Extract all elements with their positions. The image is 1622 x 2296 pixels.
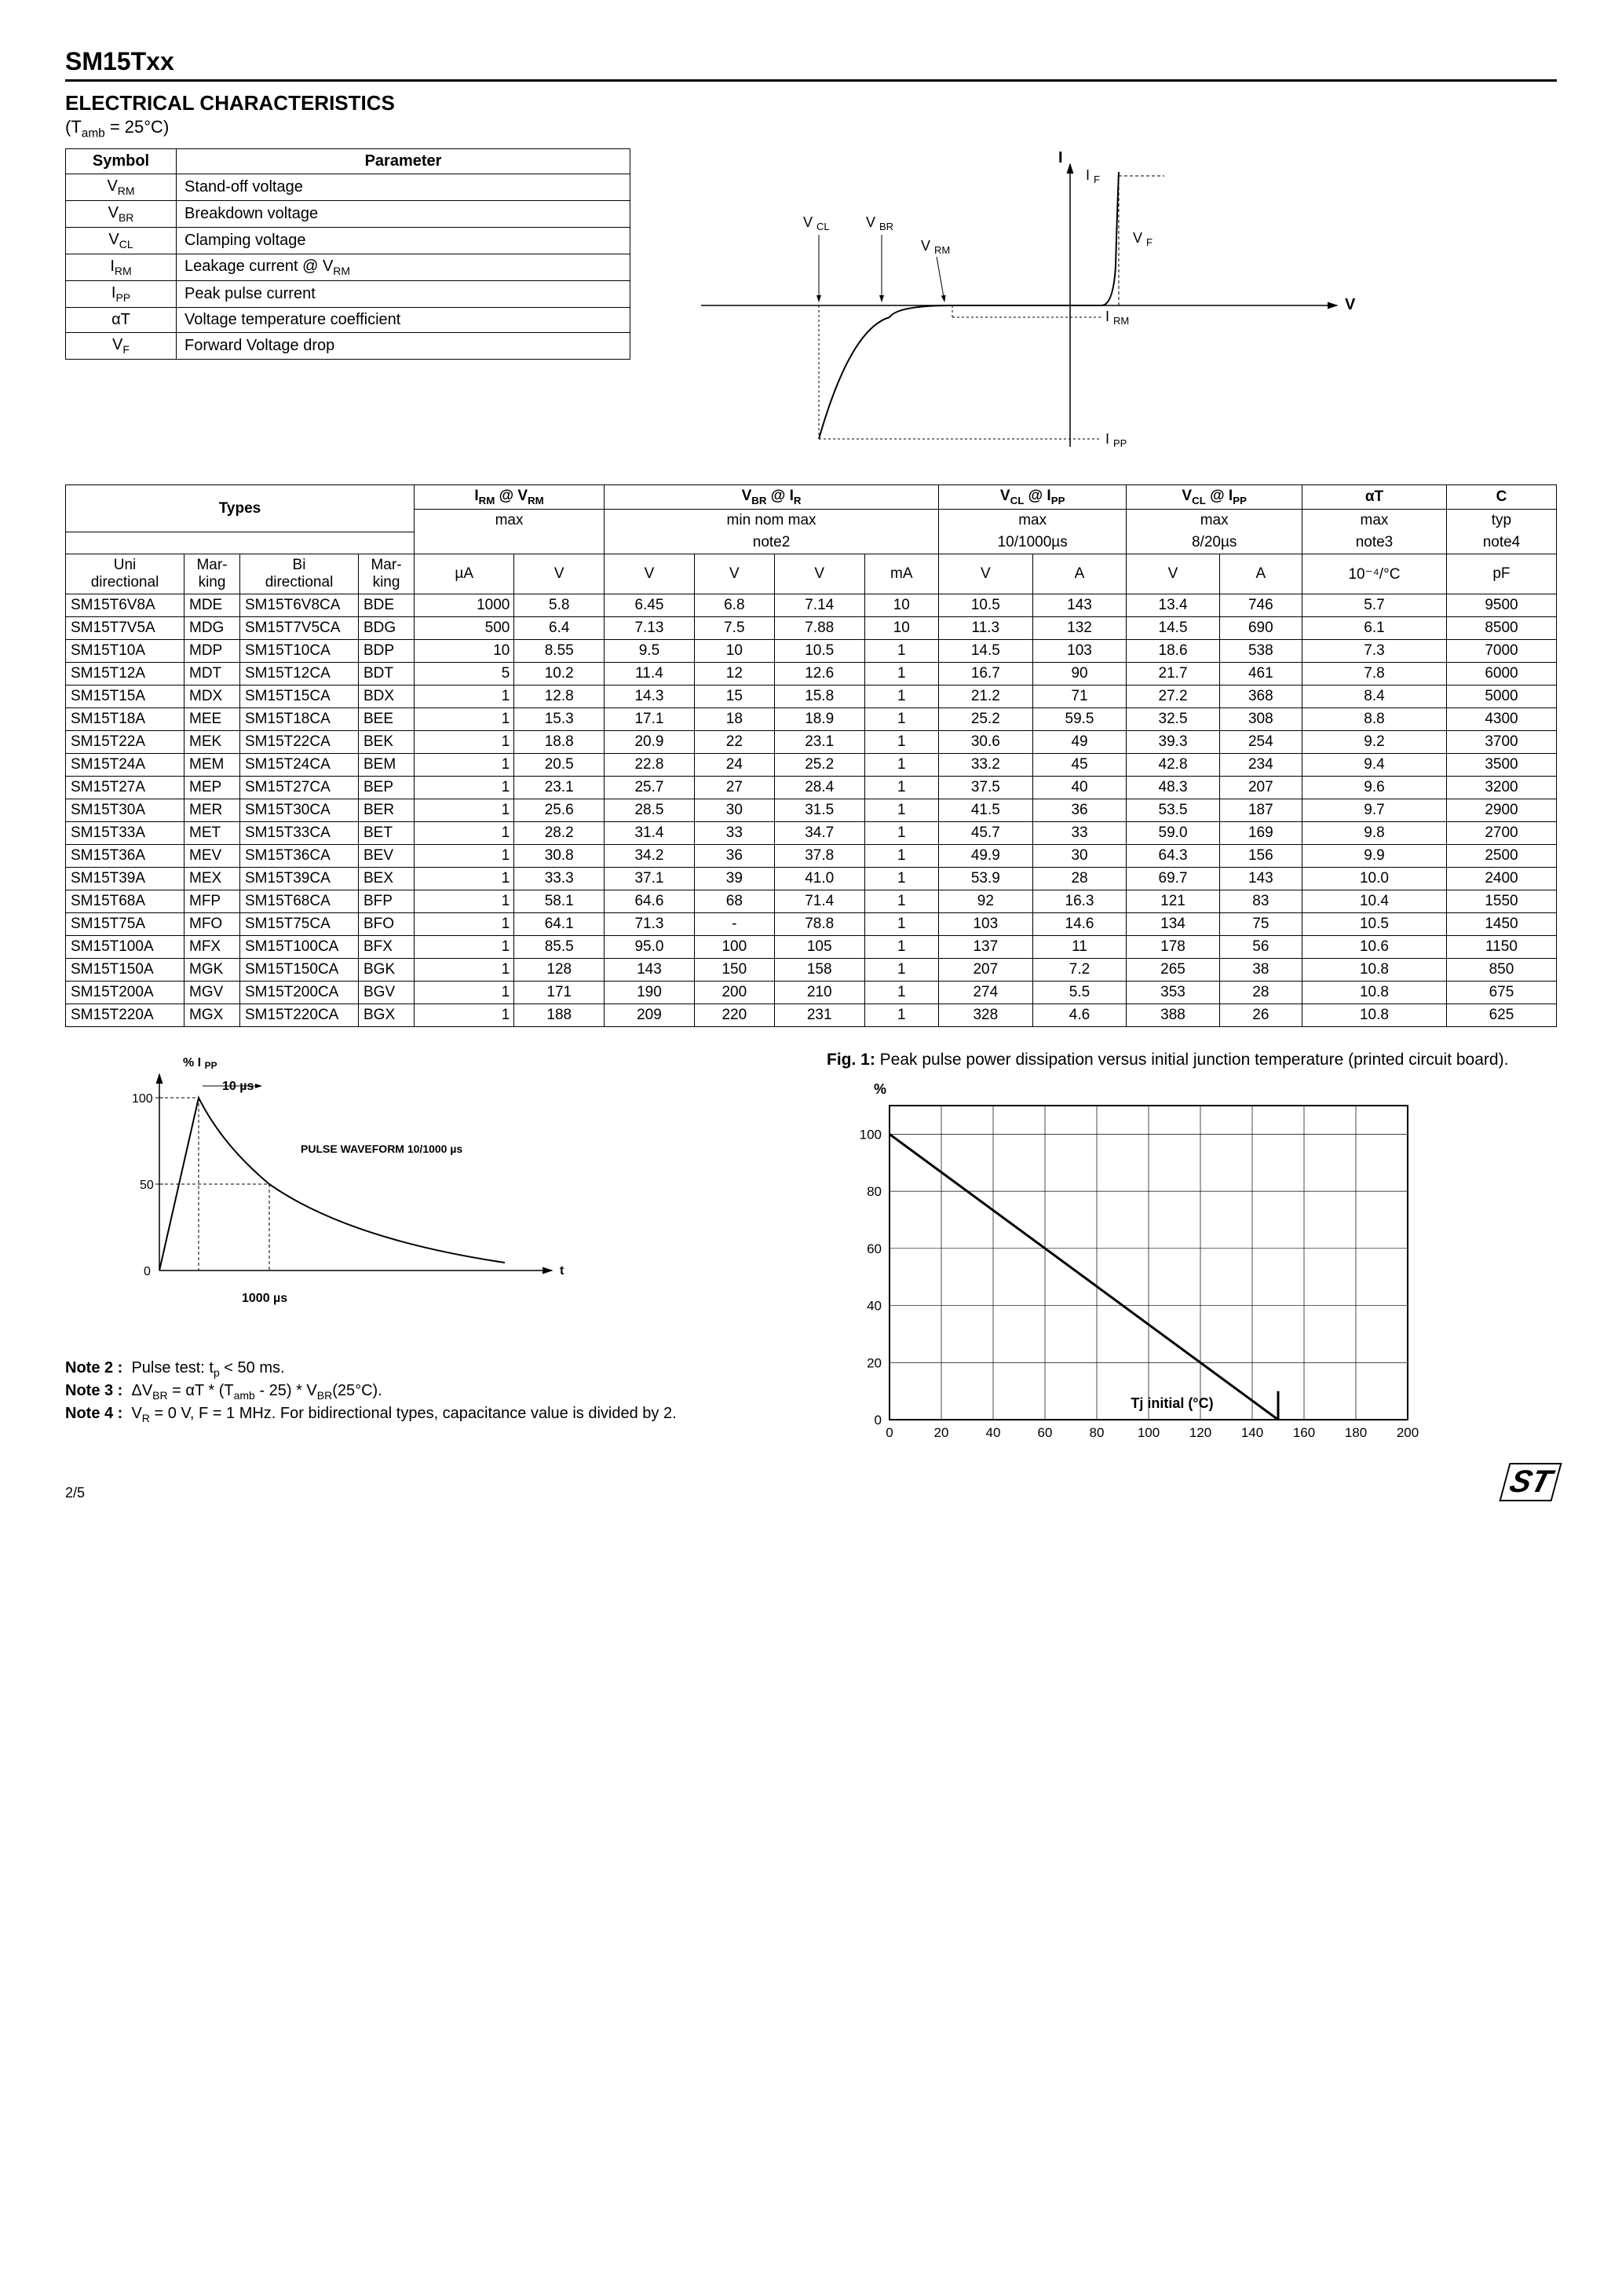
- param-symbol: IPP: [66, 281, 177, 308]
- svg-text:V CL: V CL: [803, 214, 830, 232]
- table-row: SM15T15AMDXSM15T15CABDX112.814.31515.812…: [66, 686, 1557, 708]
- svg-text:140: 140: [1241, 1425, 1263, 1440]
- table-row: SM15T39AMEXSM15T39CABEX133.337.13941.015…: [66, 868, 1557, 890]
- st-logo-icon: ST: [1499, 1463, 1562, 1501]
- svg-text:180: 180: [1345, 1425, 1367, 1440]
- table-row: SM15T68AMFPSM15T68CABFP158.164.66871.419…: [66, 890, 1557, 913]
- svg-text:t: t: [560, 1264, 564, 1278]
- svg-text:0: 0: [875, 1413, 882, 1428]
- page-number: 2/5: [65, 1485, 85, 1501]
- table-row: SM15T33AMETSM15T33CABET128.231.43334.714…: [66, 822, 1557, 845]
- characteristics-table: TypesIRM @ VRMVBR @ IRVCL @ IPPVCL @ IPP…: [65, 484, 1557, 1027]
- svg-text:80: 80: [867, 1184, 882, 1199]
- pulse-title-label: PULSE WAVEFORM 10/1000 µs: [301, 1143, 462, 1155]
- param-desc: Peak pulse current: [177, 281, 630, 308]
- param-desc: Stand-off voltage: [177, 174, 630, 201]
- table-row: SM15T36AMEVSM15T36CABEV130.834.23637.814…: [66, 845, 1557, 868]
- page-title: SM15Txx: [65, 47, 1557, 82]
- svg-text:40: 40: [986, 1425, 1001, 1440]
- svg-text:80: 80: [1090, 1425, 1105, 1440]
- table-row: SM15T18AMEESM15T18CABEE115.317.11818.912…: [66, 708, 1557, 731]
- svg-text:200: 200: [1397, 1425, 1419, 1440]
- iv-curve-diagram: V I I F V F V CL V BR V RM I RM I: [662, 148, 1368, 462]
- param-symbol: VF: [66, 333, 177, 360]
- svg-text:60: 60: [1038, 1425, 1053, 1440]
- section-heading: ELECTRICAL CHARACTERISTICS: [65, 91, 1557, 115]
- svg-text:60: 60: [867, 1241, 882, 1256]
- table-row: SM15T27AMEPSM15T27CABEP123.125.72728.413…: [66, 777, 1557, 799]
- param-symbol: IRM: [66, 254, 177, 281]
- param-symbol: VBR: [66, 201, 177, 228]
- param-symbol: VCL: [66, 228, 177, 254]
- svg-text:Tj initial (°C): Tj initial (°C): [1131, 1395, 1213, 1411]
- svg-text:100: 100: [1138, 1425, 1160, 1440]
- fig1-caption: Fig. 1: Peak pulse power dissipation ver…: [827, 1051, 1557, 1069]
- section-condition: (Tamb = 25°C): [65, 117, 1557, 141]
- param-desc: Forward Voltage drop: [177, 333, 630, 360]
- param-header-symbol: Symbol: [66, 149, 177, 174]
- table-row: SM15T150AMGKSM15T150CABGK112814315015812…: [66, 959, 1557, 982]
- svg-text:0: 0: [886, 1425, 893, 1440]
- svg-text:V: V: [1345, 296, 1356, 313]
- table-row: SM15T24AMEMSM15T24CABEM120.522.82425.213…: [66, 754, 1557, 777]
- table-row: SM15T22AMEKSM15T22CABEK118.820.92223.113…: [66, 731, 1557, 754]
- pulse-fall-label: 1000 µs: [242, 1292, 287, 1305]
- svg-text:I PP: I PP: [1105, 431, 1127, 449]
- svg-text:100: 100: [132, 1092, 153, 1106]
- parameter-table: Symbol Parameter VRM Stand-off voltageVB…: [65, 148, 630, 360]
- svg-text:%: %: [874, 1081, 886, 1097]
- table-row: SM15T100AMFXSM15T100CABFX185.595.0100105…: [66, 936, 1557, 959]
- table-row: SM15T30AMERSM15T30CABER125.628.53031.514…: [66, 799, 1557, 822]
- svg-text:V RM: V RM: [921, 238, 950, 256]
- table-row: SM15T200AMGVSM15T200CABGV117119020021012…: [66, 982, 1557, 1004]
- table-row: SM15T12AMDTSM15T12CABDT510.211.41212.611…: [66, 663, 1557, 686]
- pulse-waveform-chart: % I PP t 100 50 0 10 µs 10: [65, 1051, 599, 1333]
- svg-text:20: 20: [934, 1425, 949, 1440]
- param-header-parameter: Parameter: [177, 149, 630, 174]
- param-symbol: αT: [66, 308, 177, 333]
- param-desc: Breakdown voltage: [177, 201, 630, 228]
- table-row: SM15T220AMGXSM15T220CABGX118820922023113…: [66, 1004, 1557, 1027]
- table-row: SM15T10AMDPSM15T10CABDP108.559.51010.511…: [66, 640, 1557, 663]
- pulse-ylabel: % I PP: [183, 1056, 217, 1071]
- svg-text:120: 120: [1189, 1425, 1211, 1440]
- param-desc: Clamping voltage: [177, 228, 630, 254]
- table-row: SM15T6V8AMDESM15T6V8CABDE10005.86.456.87…: [66, 594, 1557, 617]
- svg-text:0: 0: [144, 1265, 151, 1278]
- svg-text:40: 40: [867, 1299, 882, 1314]
- notes-block: Note 2 : Pulse test: tp < 50 ms.Note 3 :…: [65, 1359, 795, 1424]
- power-dissipation-chart: 020406080100120140160180200020406080100 …: [827, 1074, 1439, 1451]
- svg-text:100: 100: [860, 1128, 882, 1143]
- svg-text:50: 50: [140, 1179, 154, 1192]
- svg-text:I: I: [1058, 149, 1063, 166]
- param-desc: Voltage temperature coefficient: [177, 308, 630, 333]
- table-row: SM15T75AMFOSM15T75CABFO164.171.3-78.8110…: [66, 913, 1557, 936]
- svg-text:V BR: V BR: [866, 214, 893, 232]
- param-desc: Leakage current @ VRM: [177, 254, 630, 281]
- svg-text:20: 20: [867, 1355, 882, 1370]
- table-row: SM15T7V5AMDGSM15T7V5CABDG5006.47.137.57.…: [66, 617, 1557, 640]
- param-symbol: VRM: [66, 174, 177, 201]
- svg-text:I F: I F: [1086, 167, 1100, 185]
- svg-text:160: 160: [1293, 1425, 1315, 1440]
- svg-text:V F: V F: [1133, 230, 1153, 248]
- svg-text:I RM: I RM: [1105, 309, 1129, 327]
